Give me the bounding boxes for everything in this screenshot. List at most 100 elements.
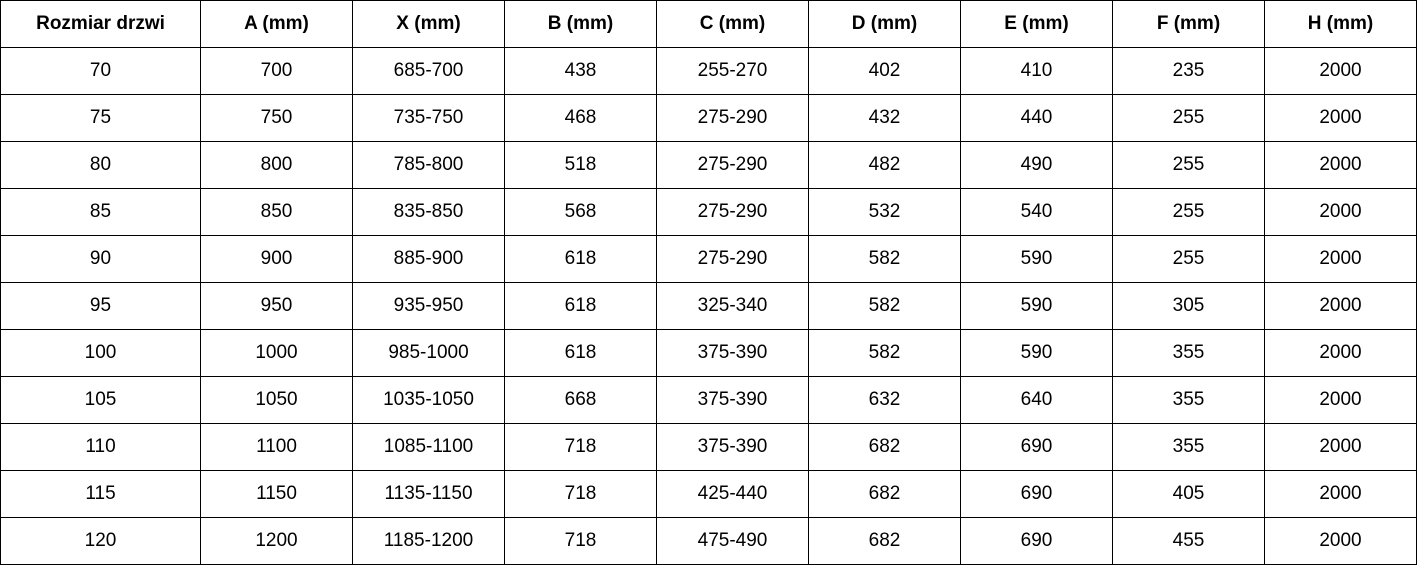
table-row: 95 950 935-950 618 325-340 582 590 305 2000 <box>0 282 1417 330</box>
table-cell: 80 <box>0 141 201 189</box>
table-cell: 582 <box>808 235 961 283</box>
table-row: 80 800 785-800 518 275-290 482 490 255 2000 <box>0 141 1417 189</box>
table-cell: 718 <box>504 517 657 565</box>
table-header: Rozmiar drzwi A (mm) X (mm) B (mm) C (mm) D (… <box>0 0 1417 48</box>
column-header: A (mm) <box>200 0 353 48</box>
table-cell: 410 <box>960 47 1113 95</box>
table-row: 105 1050 1035-1050 668 375-390 632 640 355 2000 <box>0 376 1417 424</box>
header-row: Rozmiar drzwi A (mm) X (mm) B (mm) C (mm) D (… <box>0 0 1417 48</box>
table-cell: 2000 <box>1264 282 1417 330</box>
table-cell: 690 <box>960 423 1113 471</box>
table-cell: 355 <box>1112 329 1265 377</box>
table-cell: 95 <box>0 282 201 330</box>
table-cell: 90 <box>0 235 201 283</box>
column-header: B (mm) <box>504 0 657 48</box>
table-cell: 255 <box>1112 94 1265 142</box>
table-cell: 75 <box>0 94 201 142</box>
table-cell: 1035-1050 <box>352 376 505 424</box>
table-cell: 432 <box>808 94 961 142</box>
table-row: 115 1150 1135-1150 718 425-440 682 690 405 2000 <box>0 470 1417 518</box>
table-cell: 2000 <box>1264 470 1417 518</box>
table-cell: 2000 <box>1264 376 1417 424</box>
table-cell: 275-290 <box>656 188 809 236</box>
table-cell: 305 <box>1112 282 1265 330</box>
table-cell: 255 <box>1112 141 1265 189</box>
column-header: C (mm) <box>656 0 809 48</box>
table-cell: 375-390 <box>656 329 809 377</box>
table-cell: 2000 <box>1264 423 1417 471</box>
table-cell: 568 <box>504 188 657 236</box>
table-cell: 405 <box>1112 470 1265 518</box>
table-cell: 590 <box>960 282 1113 330</box>
table-cell: 120 <box>0 517 201 565</box>
table-cell: 2000 <box>1264 47 1417 95</box>
table-cell: 475-490 <box>656 517 809 565</box>
table-cell: 110 <box>0 423 201 471</box>
table-cell: 255 <box>1112 235 1265 283</box>
table-cell: 275-290 <box>656 94 809 142</box>
table-cell: 640 <box>960 376 1113 424</box>
table-cell: 682 <box>808 423 961 471</box>
table-cell: 1000 <box>200 329 353 377</box>
door-size-table: Rozmiar drzwi A (mm) X (mm) B (mm) C (mm) D (… <box>0 0 1417 565</box>
table-cell: 582 <box>808 329 961 377</box>
table-cell: 440 <box>960 94 1113 142</box>
table-cell: 950 <box>200 282 353 330</box>
table-body: 70 700 685-700 438 255-270 402 410 235 2000 75 750… <box>0 47 1417 565</box>
table-cell: 1085-1100 <box>352 423 505 471</box>
table-cell: 582 <box>808 282 961 330</box>
table-cell: 70 <box>0 47 201 95</box>
table-cell: 325-340 <box>656 282 809 330</box>
table-cell: 1135-1150 <box>352 470 505 518</box>
table-cell: 835-850 <box>352 188 505 236</box>
table-cell: 275-290 <box>656 235 809 283</box>
table-cell: 1150 <box>200 470 353 518</box>
table-cell: 255 <box>1112 188 1265 236</box>
table-cell: 618 <box>504 282 657 330</box>
table-cell: 490 <box>960 141 1113 189</box>
table-cell: 590 <box>960 235 1113 283</box>
column-header: X (mm) <box>352 0 505 48</box>
table-cell: 2000 <box>1264 94 1417 142</box>
table-row: 100 1000 985-1000 618 375-390 582 590 355 2000 <box>0 329 1417 377</box>
table-cell: 690 <box>960 517 1113 565</box>
column-header: Rozmiar drzwi <box>0 0 201 48</box>
table-cell: 718 <box>504 470 657 518</box>
table-cell: 1100 <box>200 423 353 471</box>
table-cell: 115 <box>0 470 201 518</box>
table-cell: 885-900 <box>352 235 505 283</box>
table-row: 85 850 835-850 568 275-290 532 540 255 2000 <box>0 188 1417 236</box>
table-cell: 375-390 <box>656 376 809 424</box>
table-cell: 750 <box>200 94 353 142</box>
table-cell: 105 <box>0 376 201 424</box>
table-cell: 255-270 <box>656 47 809 95</box>
table-cell: 355 <box>1112 423 1265 471</box>
table-row: 110 1100 1085-1100 718 375-390 682 690 355 2000 <box>0 423 1417 471</box>
table-row: 120 1200 1185-1200 718 475-490 682 690 455 2000 <box>0 517 1417 565</box>
table-cell: 518 <box>504 141 657 189</box>
column-header: F (mm) <box>1112 0 1265 48</box>
table-cell: 590 <box>960 329 1113 377</box>
table-cell: 455 <box>1112 517 1265 565</box>
table-cell: 532 <box>808 188 961 236</box>
table-cell: 482 <box>808 141 961 189</box>
table-row: 75 750 735-750 468 275-290 432 440 255 2000 <box>0 94 1417 142</box>
table-cell: 1185-1200 <box>352 517 505 565</box>
table-row: 70 700 685-700 438 255-270 402 410 235 2000 <box>0 47 1417 95</box>
table-cell: 850 <box>200 188 353 236</box>
table-cell: 800 <box>200 141 353 189</box>
table-cell: 1200 <box>200 517 353 565</box>
table-cell: 618 <box>504 329 657 377</box>
table-cell: 1050 <box>200 376 353 424</box>
table-cell: 402 <box>808 47 961 95</box>
table-cell: 682 <box>808 470 961 518</box>
table-cell: 275-290 <box>656 141 809 189</box>
table-cell: 632 <box>808 376 961 424</box>
table-cell: 900 <box>200 235 353 283</box>
table-cell: 985-1000 <box>352 329 505 377</box>
table-cell: 685-700 <box>352 47 505 95</box>
table-cell: 785-800 <box>352 141 505 189</box>
column-header: E (mm) <box>960 0 1113 48</box>
table-cell: 468 <box>504 94 657 142</box>
table-cell: 682 <box>808 517 961 565</box>
